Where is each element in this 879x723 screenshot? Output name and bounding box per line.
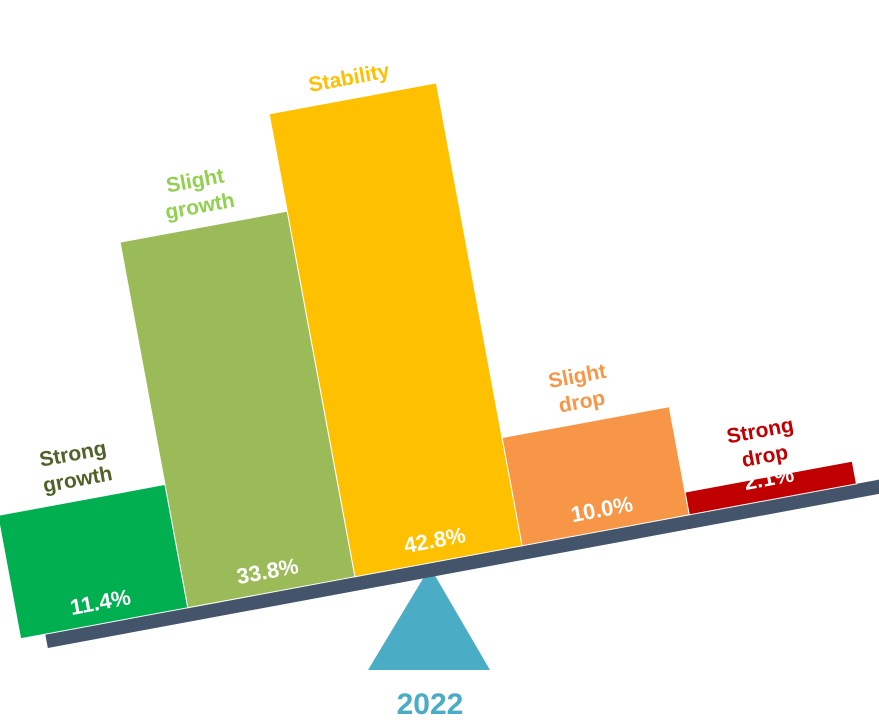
- category-label: Slightdrop: [546, 360, 612, 419]
- fulcrum: [368, 567, 490, 670]
- bar: [501, 406, 690, 547]
- category-label: Slightgrowth: [159, 163, 237, 224]
- bar: [684, 460, 858, 516]
- category-label: Stronggrowth: [36, 437, 114, 498]
- seesaw: 11.4%Stronggrowth33.8%Slightgrowth42.8%S…: [0, 59, 879, 648]
- chart-title: 2022: [397, 688, 464, 721]
- plank: [45, 477, 879, 648]
- category-label-line: drop: [557, 386, 607, 417]
- bar: [268, 82, 523, 578]
- category-label: Stability: [307, 59, 392, 97]
